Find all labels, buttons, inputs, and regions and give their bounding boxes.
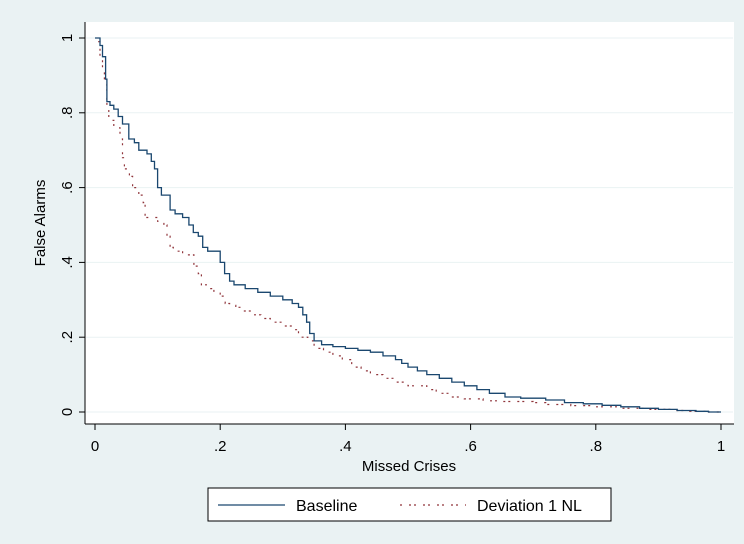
x-axis-ticks: 0 .2 .4 .6 .8 1 [91,424,725,455]
x-axis-label: Missed Crises [362,458,456,475]
y-axis-ticks: 0 .2 .4 .6 .8 1 [59,34,85,416]
series-line-deviation [98,41,721,413]
y-tick-label-4: .8 [59,107,76,120]
x-tick-label-2: .4 [339,438,352,455]
x-tick-label-3: .6 [464,438,477,455]
x-tick-label-1: .2 [214,438,227,455]
x-tick-label-4: .8 [590,438,603,455]
x-tick-label-0: 0 [91,438,99,455]
y-axis-label: False Alarms [32,180,49,267]
legend: Baseline Deviation 1 NL [207,487,612,522]
series-lines [95,37,721,413]
y-tick-label-2: .4 [59,256,76,269]
y-tick-label-5: 1 [59,34,76,42]
plot-area [85,22,734,424]
x-tick-label-5: 1 [717,438,725,455]
series-line-baseline [95,37,721,413]
legend-label-baseline: Baseline [296,498,357,515]
y-tick-label-0: 0 [59,408,76,416]
y-tick-label-1: .2 [59,331,76,344]
grid-lines [86,37,733,413]
y-tick-label-3: .6 [59,181,76,194]
legend-label-deviation: Deviation 1 NL [477,498,582,515]
